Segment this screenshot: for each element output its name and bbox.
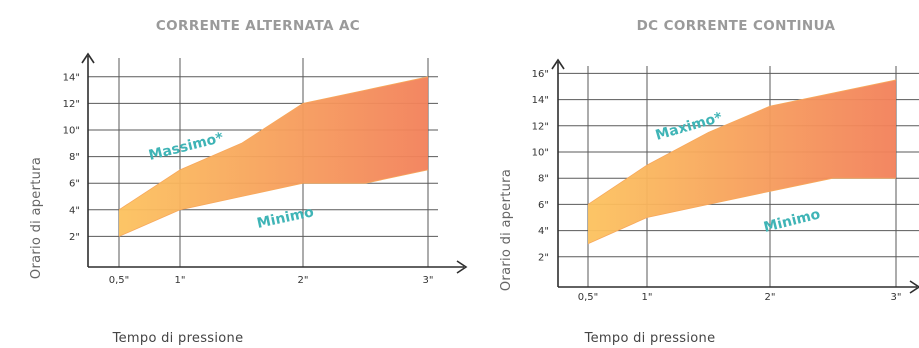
annotation-min: Minimo (762, 206, 822, 236)
y-tick-label: 16" (532, 69, 549, 80)
y-axis-label: Orario di apertura (29, 157, 44, 279)
x-tick-label: 3" (891, 292, 902, 303)
x-tick-label: 2" (765, 292, 776, 303)
x-axis-arrow-icon (456, 260, 468, 274)
x-tick-label: 0,5" (109, 275, 130, 286)
y-tick-label: 12" (532, 121, 549, 132)
series-min-line (118, 169, 429, 237)
dc-chart: DC CORRENTE CONTINUA 2" 4" 6" 8" 10" 12" 14" 16"… (499, 18, 919, 346)
y-tick-label: 14" (63, 72, 80, 83)
y-tick-label: 14" (532, 95, 549, 106)
y-tick-label: 10" (63, 126, 80, 137)
x-tick-label: 3" (423, 275, 434, 286)
x-axis-label: Tempo di pressione (584, 331, 716, 346)
x-axis-label: Tempo di pressione (112, 331, 244, 346)
series-max-line (587, 79, 897, 205)
y-tick-label: 2" (69, 232, 80, 243)
x-tick-label: 1" (175, 275, 186, 286)
y-tick-label: 4" (538, 226, 549, 237)
x-tick-label: 2" (298, 275, 309, 286)
annotation-min: Minimo (256, 204, 316, 232)
y-tick-label: 8" (538, 174, 549, 185)
y-axis-label: Orario di apertura (499, 169, 514, 291)
range-band-area (119, 76, 428, 237)
chart-title: CORRENTE ALTERNATA AC (156, 18, 360, 34)
y-tick-label: 6" (538, 200, 549, 211)
x-tick-label: 1" (642, 292, 653, 303)
y-tick-label: 12" (63, 99, 80, 110)
y-tick-label: 10" (532, 148, 549, 159)
ac-chart: CORRENTE ALTERNATA AC 2" 4" 6" 8" 10" 12" 14" 0,… (29, 18, 468, 346)
chart-title: DC CORRENTE CONTINUA (637, 18, 836, 34)
y-axis-arrow-icon (81, 52, 95, 64)
y-tick-label: 4" (69, 205, 80, 216)
y-tick-label: 8" (69, 152, 80, 163)
range-band-area (588, 79, 896, 244)
x-tick-label: 0,5" (578, 292, 599, 303)
series-max-line (118, 76, 429, 211)
y-axis-arrow-icon (551, 58, 565, 70)
y-tick-label: 2" (538, 252, 549, 263)
y-tick-label: 6" (69, 179, 80, 190)
series-min-line (587, 177, 896, 245)
x-axis-arrow-icon (909, 280, 919, 294)
